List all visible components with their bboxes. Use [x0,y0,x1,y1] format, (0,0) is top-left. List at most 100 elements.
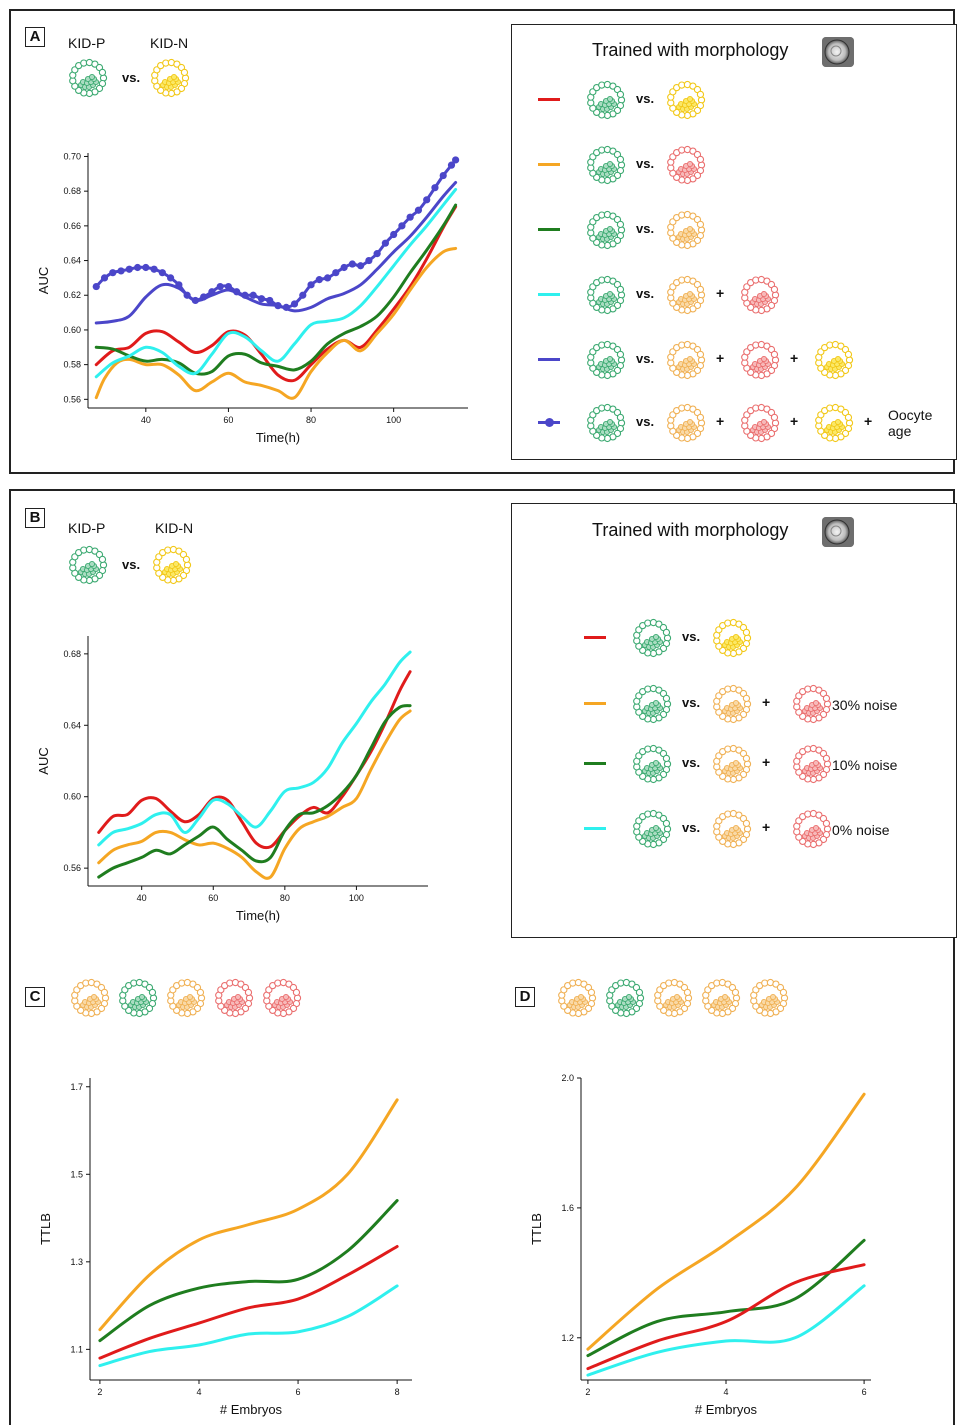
x-axis-label: Time(h) [256,430,300,445]
series-point [224,282,233,291]
y-tick-label: 0.60 [63,325,81,335]
orange-embryo-icon [666,210,706,255]
series-point [266,296,274,305]
series-line-green [94,203,458,376]
panel-b-legend-title: Trained with morphology [592,520,789,540]
salmon-embryo-icon [740,340,780,385]
x-tick-label: 6 [862,1387,867,1397]
legend-vs: vs. [636,156,655,171]
series-point [423,196,431,204]
series-line-cyan [98,1284,399,1368]
x-tick-label: 40 [137,893,147,903]
y-tick-label: 0.62 [63,290,81,300]
panel-c-orange-embryo-icon [70,978,110,1023]
series-point [447,161,456,169]
series-point [200,293,208,301]
panel-c-salmon-embryo-icon [262,978,302,1023]
kidp-embryo-icon [586,340,626,385]
kidp-embryo-icon [586,403,626,448]
y-tick-label: 0.68 [63,649,81,659]
panel-d-orange-embryo-icon [557,978,597,1023]
y-tick-label: 1.3 [70,1257,83,1267]
series-point [390,230,398,239]
y-tick-label: 0.66 [63,221,81,231]
series-point [150,265,158,273]
series-point [340,263,348,272]
y-tick-label: 1.6 [561,1203,574,1213]
panel-d-letter: D [515,987,535,1007]
x-tick-label: 2 [585,1387,590,1397]
series-point [381,239,389,247]
y-tick-label: 0.70 [63,151,81,161]
noise-label-0: 0% noise [832,822,890,838]
panel-b-kidn-label: KID-N [155,520,194,536]
y-axis-label: TTLB [38,1213,53,1245]
series-line-amber [94,246,458,400]
y-tick-label: 1.7 [70,1082,83,1092]
noise-label-30: 30% noise [832,697,898,713]
series-point [406,213,414,221]
legend-plus: + [762,754,771,770]
legend-vs: vs. [682,695,701,710]
legend-plus: + [762,819,771,835]
kidp-embryo-icon [586,145,626,190]
series-point [257,295,266,303]
legend-plus: + [762,694,771,710]
x-tick-label: 40 [141,415,151,425]
yellow-embryo-icon [814,403,854,448]
panel-a-legend-title: Trained with morphology [592,40,789,60]
panel-d-green-embryo-icon [605,978,645,1023]
salmon-embryo-icon [792,744,832,789]
x-tick-label: 100 [386,415,401,425]
series-point [373,250,381,258]
series-line-red [94,205,458,383]
legend-plus: + [716,285,725,301]
series-point [332,269,340,277]
series-point [100,274,109,282]
morphology-image-icon [822,517,854,547]
x-tick-label: 4 [196,1387,201,1397]
series-point [208,288,216,296]
salmon-embryo-icon [740,403,780,448]
series-point [249,291,257,299]
y-tick-label: 0.56 [63,394,81,404]
panel-a-kidn-label: KID-N [150,35,189,51]
series-point [92,282,100,291]
series-point [158,269,166,277]
series-point [414,206,423,214]
orange-embryo-icon [666,275,706,320]
legend-vs: vs. [636,221,655,236]
panel-b-kidp-label: KID-P [68,520,106,536]
b-legend-line-3 [584,827,606,830]
y-tick-label: 1.5 [70,1169,83,1179]
legend-vs: vs. [636,351,655,366]
y-axis-label: AUC [36,747,51,774]
series-line-red [98,1245,399,1360]
series-point [348,260,356,268]
kidp-embryo-icon [68,58,108,103]
legend-vs: vs. [636,286,655,301]
panel-c-orange-embryo-icon [166,978,206,1023]
series-point [117,267,125,275]
oocyte-label-line2: age [888,423,912,439]
yellow-embryo-icon [666,80,706,125]
panel-c-salmon-embryo-icon [214,978,254,1023]
legend-vs: vs. [682,755,701,770]
x-tick-label: 4 [723,1387,728,1397]
series-point [142,263,150,272]
panel-c-green-embryo-icon [118,978,158,1023]
series-point [323,274,332,282]
series-point [167,274,175,282]
kidp-embryo-icon [586,210,626,255]
x-tick-label: 100 [349,893,364,903]
x-tick-label: 8 [395,1387,400,1397]
panel-c-letter: C [25,987,45,1007]
series-line-green [98,1199,399,1343]
legend-plus: + [790,413,799,429]
series-line-amber [586,1092,866,1351]
kidp-embryo-icon [632,684,672,729]
series-line-red [586,1263,866,1371]
legend-vs: vs. [636,414,655,429]
noise-label-10: 10% noise [832,757,898,773]
series-point [290,300,299,308]
